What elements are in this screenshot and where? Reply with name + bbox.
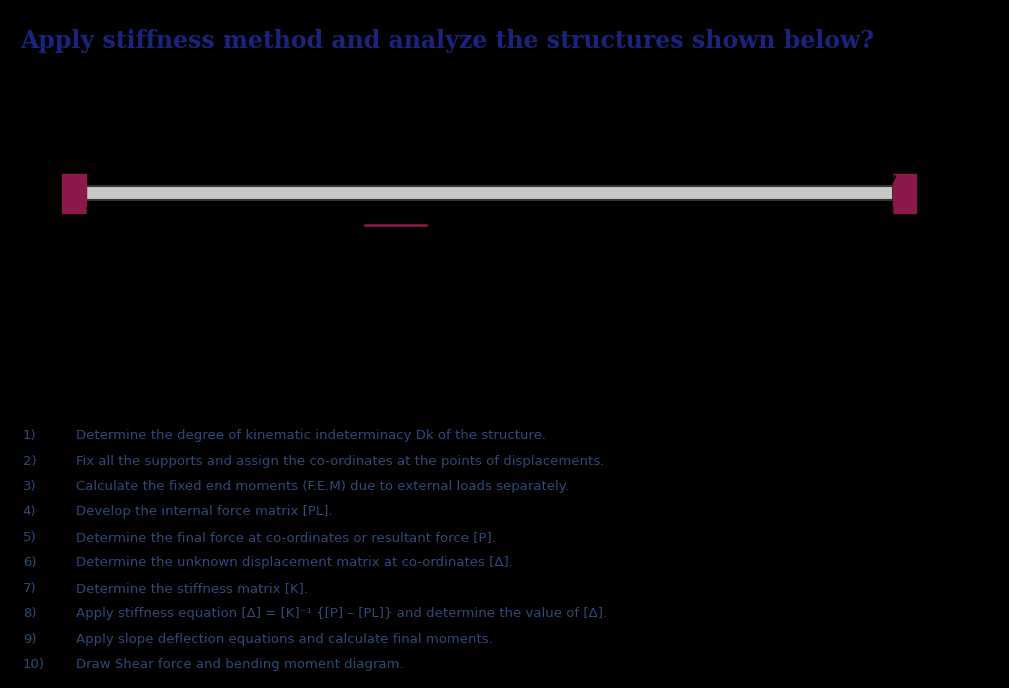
Text: 7): 7) (22, 582, 36, 595)
Text: 5): 5) (22, 531, 36, 544)
Text: 6): 6) (22, 557, 36, 570)
Polygon shape (63, 174, 86, 213)
Text: 1): 1) (22, 429, 36, 442)
Text: B: B (374, 147, 388, 164)
Text: 40 kN: 40 kN (235, 81, 285, 96)
Text: 1 m: 1 m (156, 268, 189, 283)
Polygon shape (86, 186, 893, 200)
Text: Fix all the supports and assign the co-ordinates at the points of displacements.: Fix all the supports and assign the co-o… (76, 455, 604, 468)
Text: Develop the internal force matrix [PL].: Develop the internal force matrix [PL]. (76, 506, 332, 519)
Text: Draw Shear force and bending moment diagram.: Draw Shear force and bending moment diag… (76, 658, 404, 671)
Text: PROCEDURE STEPS OF STIFFNESS METHOD: PROCEDURE STEPS OF STIFFNESS METHOD (22, 413, 360, 427)
Text: Calculate the fixed end moments (F.E.M) due to external loads separately.: Calculate the fixed end moments (F.E.M) … (76, 480, 568, 493)
Text: Determine the stiffness matrix [K].: Determine the stiffness matrix [K]. (76, 582, 308, 595)
Text: Determine the degree of kinematic indeterminacy Dk of the structure.: Determine the degree of kinematic indete… (76, 429, 546, 442)
Text: Determine the unknown displacement matrix at co-ordinates [Δ].: Determine the unknown displacement matri… (76, 557, 513, 570)
Polygon shape (893, 174, 916, 213)
Text: Apply stiffness equation [Δ] = [K]⁻¹ {[P] – [PL]} and determine the value of [Δ]: Apply stiffness equation [Δ] = [K]⁻¹ {[P… (76, 608, 606, 621)
Text: Determine the final force at co-ordinates or resultant force [P].: Determine the final force at co-ordinate… (76, 531, 495, 544)
Text: 18 kN/m: 18 kN/m (661, 63, 732, 78)
Text: 8): 8) (22, 608, 36, 621)
Text: 2 m: 2 m (629, 268, 660, 283)
Text: 3): 3) (22, 480, 36, 493)
Text: 9): 9) (22, 633, 36, 645)
Text: A: A (70, 147, 84, 164)
Polygon shape (362, 224, 429, 226)
Text: 2): 2) (22, 455, 36, 468)
Text: 4): 4) (22, 506, 36, 519)
Text: 10): 10) (22, 658, 44, 671)
Text: 1 m: 1 m (312, 268, 343, 283)
Text: Apply slope deflection equations and calculate final moments.: Apply slope deflection equations and cal… (76, 633, 492, 645)
Text: Apply stiffness method and analyze the structures shown below?: Apply stiffness method and analyze the s… (20, 30, 875, 53)
Text: C: C (919, 184, 932, 202)
